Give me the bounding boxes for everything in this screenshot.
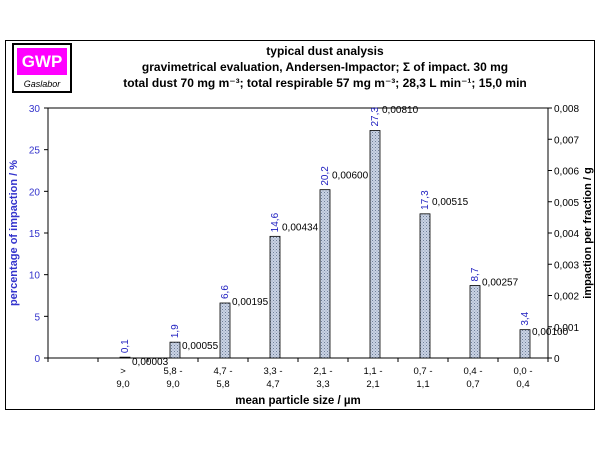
bar-percentage-label: 14,6 (270, 212, 281, 232)
y2-tick-label: 0,007 (554, 135, 579, 146)
bar-percentage-label: 0,1 (120, 339, 131, 353)
x-category-label-top: 3,3 - (263, 366, 282, 377)
x-category-label-top: 0,0 - (513, 366, 532, 377)
bar (169, 341, 181, 359)
bar (119, 356, 131, 359)
y2-tick-label: 0,004 (554, 229, 579, 240)
logo-subtitle: Gaslabor (23, 79, 61, 89)
bar-percentage-label: 17,3 (420, 190, 431, 210)
bar-mass-label: 0,00195 (232, 297, 269, 308)
gwp-logo: GWP Gaslabor (12, 43, 72, 93)
bar (269, 235, 281, 359)
chart-subtitle: gravimetrical evaluation, Andersen-Impac… (141, 60, 509, 74)
bar-mass-label: 0,00515 (432, 197, 469, 208)
chart-title: typical dust analysis (266, 44, 384, 58)
bar-mass-label: 0,00055 (182, 341, 219, 352)
bar-percentage-label: 3,4 (520, 311, 531, 325)
y-tick-label: 25 (29, 146, 41, 157)
bar (519, 329, 531, 359)
y-tick-label: 10 (29, 271, 41, 282)
x-category-label-top: 0,4 - (463, 366, 482, 377)
y2-tick-label: 0,005 (554, 198, 579, 209)
x-category-label-top: 0,7 - (413, 366, 432, 377)
bar (369, 130, 381, 359)
chart-conditions: total dust 70 mg m⁻³; total respirable 5… (123, 76, 527, 90)
x-category-label-bottom: 9,0 (166, 379, 179, 390)
y2-tick-label: 0,001 (554, 323, 579, 334)
bar (419, 213, 431, 359)
x-axis-title: mean particle size / µm (235, 395, 361, 407)
bar-percentage-label: 20,2 (320, 166, 331, 186)
y2-tick-label: 0 (554, 354, 560, 365)
logo-brand: GWP (17, 48, 67, 75)
x-category-label-bottom: 3,3 (316, 379, 329, 390)
bar-mass-label: 0,00600 (332, 171, 369, 182)
y2-tick-label: 0,002 (554, 292, 579, 303)
y2-tick-label: 0,006 (554, 167, 579, 178)
bar-mass-label: 0,00810 (382, 105, 419, 116)
x-category-label-top: > (120, 366, 126, 377)
x-category-label-top: 5,8 - (163, 366, 182, 377)
bar-mass-label: 0,00003 (132, 357, 169, 368)
y2-axis-title: impaction per fraction / g (582, 167, 594, 298)
x-category-label-bottom: 0,7 (466, 379, 479, 390)
y-tick-label: 5 (34, 312, 40, 323)
y-axis-title: percentage of impaction / % (8, 160, 20, 306)
bar-mass-label: 0,00257 (482, 278, 519, 289)
bar-percentage-label: 8,7 (470, 267, 481, 281)
y-tick-label: 20 (29, 187, 41, 198)
chart-frame (5, 40, 595, 410)
bar-mass-label: 0,00434 (282, 222, 319, 233)
x-category-label-top: 2,1 - (313, 366, 332, 377)
x-category-label-top: 1,1 - (363, 366, 382, 377)
bar-percentage-label: 6,6 (220, 285, 231, 299)
x-category-label-bottom: 1,1 (416, 379, 429, 390)
x-category-label-bottom: 5,8 (216, 379, 229, 390)
y2-tick-label: 0,008 (554, 104, 579, 115)
x-category-label-top: 4,7 - (213, 366, 232, 377)
bar-percentage-label: 1,9 (170, 324, 181, 338)
y-tick-label: 15 (29, 229, 41, 240)
bar (219, 302, 231, 359)
bar (319, 189, 331, 359)
y-tick-label: 0 (34, 354, 40, 365)
bar-mass-label: 0,00100 (532, 327, 569, 338)
x-category-label-bottom: 9,0 (116, 379, 129, 390)
x-category-label-bottom: 0,4 (516, 379, 529, 390)
bar-percentage-label: 27,3 (370, 107, 381, 127)
y-tick-label: 30 (29, 104, 41, 115)
x-category-label-bottom: 2,1 (366, 379, 379, 390)
bar (469, 285, 481, 359)
x-category-label-bottom: 4,7 (266, 379, 279, 390)
y2-tick-label: 0,003 (554, 260, 579, 271)
